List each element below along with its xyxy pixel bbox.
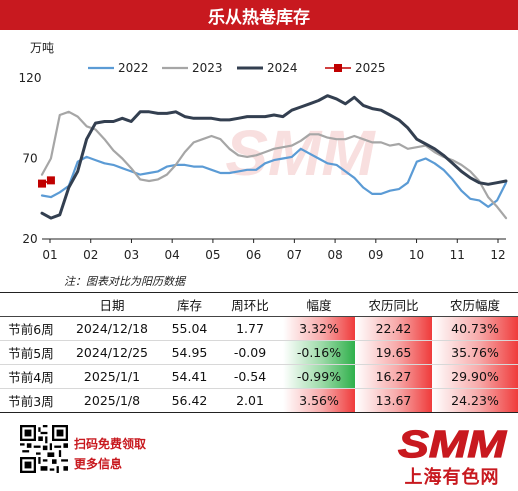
y-tick-label: 70: [22, 152, 37, 166]
x-tick-label: 12: [490, 248, 505, 262]
legend-marker-2025: [334, 64, 342, 72]
x-tick-label: 09: [368, 248, 383, 262]
legend-label-2024: 2024: [267, 61, 298, 75]
legend-label-2023: 2023: [192, 61, 223, 75]
x-tick-label: 11: [450, 248, 465, 262]
x-tick-label: 10: [409, 248, 424, 262]
promo-text: 扫码免费领取 更多信息: [74, 434, 146, 474]
table-header-cell: 幅度: [283, 292, 355, 317]
table-row: 节前3周 2025/1/8 56.42 2.01 3.56% 13.67 24.…: [0, 388, 518, 413]
table-cell: -0.99%: [283, 364, 355, 389]
table-cell: -0.09: [217, 340, 283, 365]
inventory-stats-table: 日期 库存 周环比 幅度 农历同比 农历幅度 节前6周 2024/12/18 5…: [0, 292, 518, 413]
inventory-line-chart: SMM 万吨 20 70 120 01 02 03 04 05 06 07 08 09 10 11 12 20…: [19, 41, 508, 262]
table-cell: 节前4周: [0, 364, 62, 389]
data-point-2025: [46, 176, 55, 185]
chart-title-banner: 乐从热卷库存: [0, 0, 518, 30]
table-row: 节前6周 2024/12/18 55.04 1.77 3.32% 22.42 4…: [0, 316, 518, 341]
y-tick-label: 20: [22, 232, 37, 246]
table-cell: 2.01: [217, 388, 283, 413]
series-line-2023: [40, 110, 508, 220]
table-cell: 19.65: [355, 340, 432, 365]
table-header-cell: 库存: [162, 292, 217, 317]
y-tick-label: 120: [19, 71, 42, 85]
table-cell: -0.54: [217, 364, 283, 389]
table-cell: 3.56%: [283, 388, 355, 413]
table-cell: 1.77: [217, 316, 283, 341]
x-tick-label: 01: [42, 248, 57, 262]
x-tick-label: 05: [205, 248, 220, 262]
table-header-cell: 日期: [62, 292, 162, 317]
series-line-2022: [40, 147, 508, 208]
table-cell: 55.04: [162, 316, 217, 341]
table-cell: 16.27: [355, 364, 432, 389]
table-cell: 29.90%: [432, 364, 518, 389]
table-cell: 2025/1/1: [62, 364, 162, 389]
x-tick-label: 04: [165, 248, 180, 262]
table-cell: 54.41: [162, 364, 217, 389]
table-cell: 40.73%: [432, 316, 518, 341]
table-cell: 24.23%: [432, 388, 518, 413]
legend-label-2025: 2025: [355, 61, 386, 75]
y-axis-unit-label: 万吨: [30, 41, 54, 55]
x-tick-label: 08: [327, 248, 342, 262]
table-cell: 3.32%: [283, 316, 355, 341]
promo-line: 扫码免费领取: [74, 437, 147, 451]
table-header-cell: 农历同比: [355, 292, 432, 317]
chart-title: 乐从热卷库存: [208, 7, 310, 28]
smm-logo-chinese: 上海有色网: [404, 467, 500, 488]
table-cell: -0.16%: [283, 340, 355, 365]
table-header-row: 日期 库存 周环比 幅度 农历同比 农历幅度: [0, 292, 518, 317]
table-cell: 22.42: [355, 316, 432, 341]
table-cell: 节前6周: [0, 316, 62, 341]
table-cell: 节前5周: [0, 340, 62, 365]
table-header-cell: 周环比: [217, 292, 283, 317]
table-row: 节前4周 2025/1/1 54.41 -0.54 -0.99% 16.27 2…: [0, 364, 518, 389]
table-header-cell: 农历幅度: [432, 292, 518, 317]
table-cell: 2025/1/8: [62, 388, 162, 413]
smm-logo: SMM: [397, 423, 508, 463]
table-cell: 56.42: [162, 388, 217, 413]
table-cell: 2024/12/25: [62, 340, 162, 365]
qr-code-icon[interactable]: [20, 425, 68, 473]
table-row: 节前5周 2024/12/25 54.95 -0.09 -0.16% 19.65…: [0, 340, 518, 365]
footer: 扫码免费领取 更多信息 SMM 上海有色网: [0, 420, 518, 491]
legend-label-2022: 2022: [118, 61, 149, 75]
table-cell: 2024/12/18: [62, 316, 162, 341]
series-line-2024: [40, 94, 508, 220]
promo-line: 更多信息: [74, 457, 123, 471]
x-tick-label: 02: [83, 248, 98, 262]
x-tick-label: 06: [246, 248, 261, 262]
table-header-cell: [0, 292, 62, 317]
table-cell: 13.67: [355, 388, 432, 413]
smm-logo-text: SMM: [398, 424, 508, 463]
x-tick-label: 03: [124, 248, 139, 262]
table-cell: 35.76%: [432, 340, 518, 365]
x-tick-label: 07: [287, 248, 302, 262]
chart-note: 注：图表对比为阳历数据: [64, 275, 185, 288]
data-point-2025: [38, 179, 46, 188]
watermark-text: SMM: [225, 117, 376, 189]
table-cell: 54.95: [162, 340, 217, 365]
table-cell: 节前3周: [0, 388, 62, 413]
